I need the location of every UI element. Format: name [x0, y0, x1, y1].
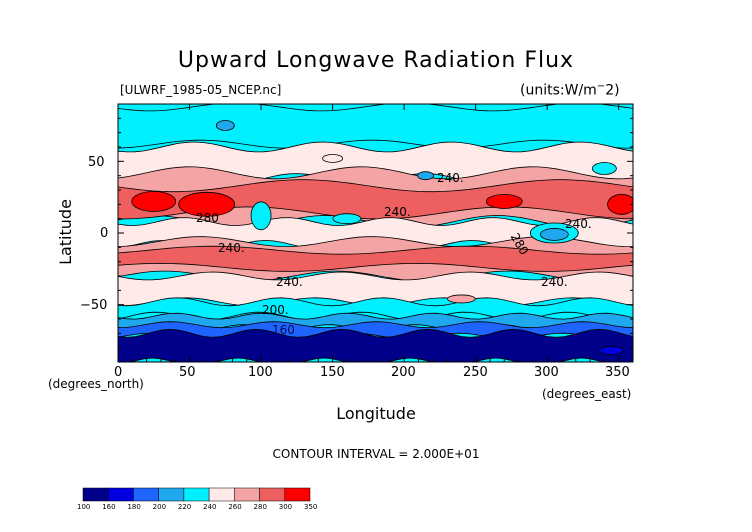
- contour-label: 240.: [437, 171, 464, 185]
- cool-spot: [591, 162, 617, 175]
- source-file-label: [ULWRF_1985-05_NCEP.nc]: [120, 83, 282, 97]
- contour-label: 160: [272, 323, 295, 337]
- colorbar-swatch: [107, 487, 134, 502]
- y-units-label: (degrees_north): [48, 377, 144, 391]
- warm-patch: [322, 154, 343, 163]
- warm-patch: [446, 294, 476, 304]
- cold-patch: [599, 346, 624, 355]
- colorbar-swatch: [208, 487, 235, 502]
- y-tick-0: 0: [100, 226, 109, 241]
- band-north-subtropics: [118, 179, 633, 220]
- colorbar-tick-label: 280: [253, 503, 267, 511]
- cool-spot: [250, 201, 272, 231]
- x-tick-0: 0: [114, 365, 123, 380]
- x-tick-350: 350: [605, 365, 630, 380]
- contour-interval-text: CONTOUR INTERVAL = 2.000E+01: [272, 447, 480, 461]
- units-label: (units:W/m−2): [520, 81, 620, 99]
- colorbar-tick-label: 200: [152, 503, 167, 511]
- hot-spot: [131, 191, 177, 212]
- band-south-subtropics: [118, 245, 633, 272]
- contour-label: 240.: [276, 275, 303, 289]
- colorbar-tick-label: 300: [278, 503, 293, 511]
- colorbar-tick-label: 180: [127, 503, 141, 511]
- y-tick-minus-50: −50: [80, 298, 108, 313]
- hot-spot: [178, 191, 236, 217]
- x-tick-100: 100: [248, 365, 273, 380]
- colorbar-swatch: [284, 487, 311, 502]
- band-north-polar: [118, 104, 633, 149]
- x-tick-250: 250: [463, 365, 488, 380]
- colorbar-swatch: [133, 487, 159, 502]
- colorbar-tick-label: 100: [77, 503, 91, 511]
- contour-label: 240.: [565, 217, 592, 231]
- colorbar-tick-label: 240: [203, 503, 217, 511]
- colorbar-swatch: [82, 487, 109, 502]
- band-antarctic: [118, 328, 633, 362]
- axis-ticks: [117, 103, 633, 363]
- x-tick-300: 300: [534, 365, 559, 380]
- cool-spot: [332, 213, 362, 225]
- contour-label: 200.: [262, 303, 289, 317]
- x-axis-label: Longitude: [336, 404, 416, 423]
- contour-label: 240.: [218, 241, 245, 255]
- y-axis-label: Latitude: [56, 199, 75, 265]
- hot-spot: [485, 194, 523, 209]
- colorbar-tick-label: 350: [304, 503, 318, 511]
- x-tick-150: 150: [320, 365, 345, 380]
- x-tick-50: 50: [179, 365, 196, 380]
- colorbar-swatch: [259, 487, 286, 502]
- colorbar-swatch: [183, 487, 210, 502]
- x-units-label: (degrees_east): [542, 387, 632, 401]
- cool-spot: [417, 171, 434, 181]
- contour-label: 280: [196, 211, 219, 225]
- colorbar-tick-label: 260: [228, 503, 242, 511]
- cool-spot: [539, 228, 569, 241]
- colorbar-swatch: [234, 487, 260, 502]
- x-tick-200: 200: [391, 365, 416, 380]
- contour-label: 240.: [541, 275, 568, 289]
- contour-field: [118, 104, 633, 362]
- hot-spot: [607, 193, 633, 215]
- colorbar-tick-label: 220: [177, 503, 192, 511]
- chart-title: Upward Longwave Radiation Flux: [177, 48, 575, 73]
- colorbar-swatch: [158, 487, 185, 502]
- colorbar: [82, 487, 311, 502]
- cool-spot: [215, 120, 235, 131]
- contour-label: 240.: [384, 205, 411, 219]
- colorbar-tick-label: 160: [102, 503, 116, 511]
- y-tick-50: 50: [88, 155, 105, 170]
